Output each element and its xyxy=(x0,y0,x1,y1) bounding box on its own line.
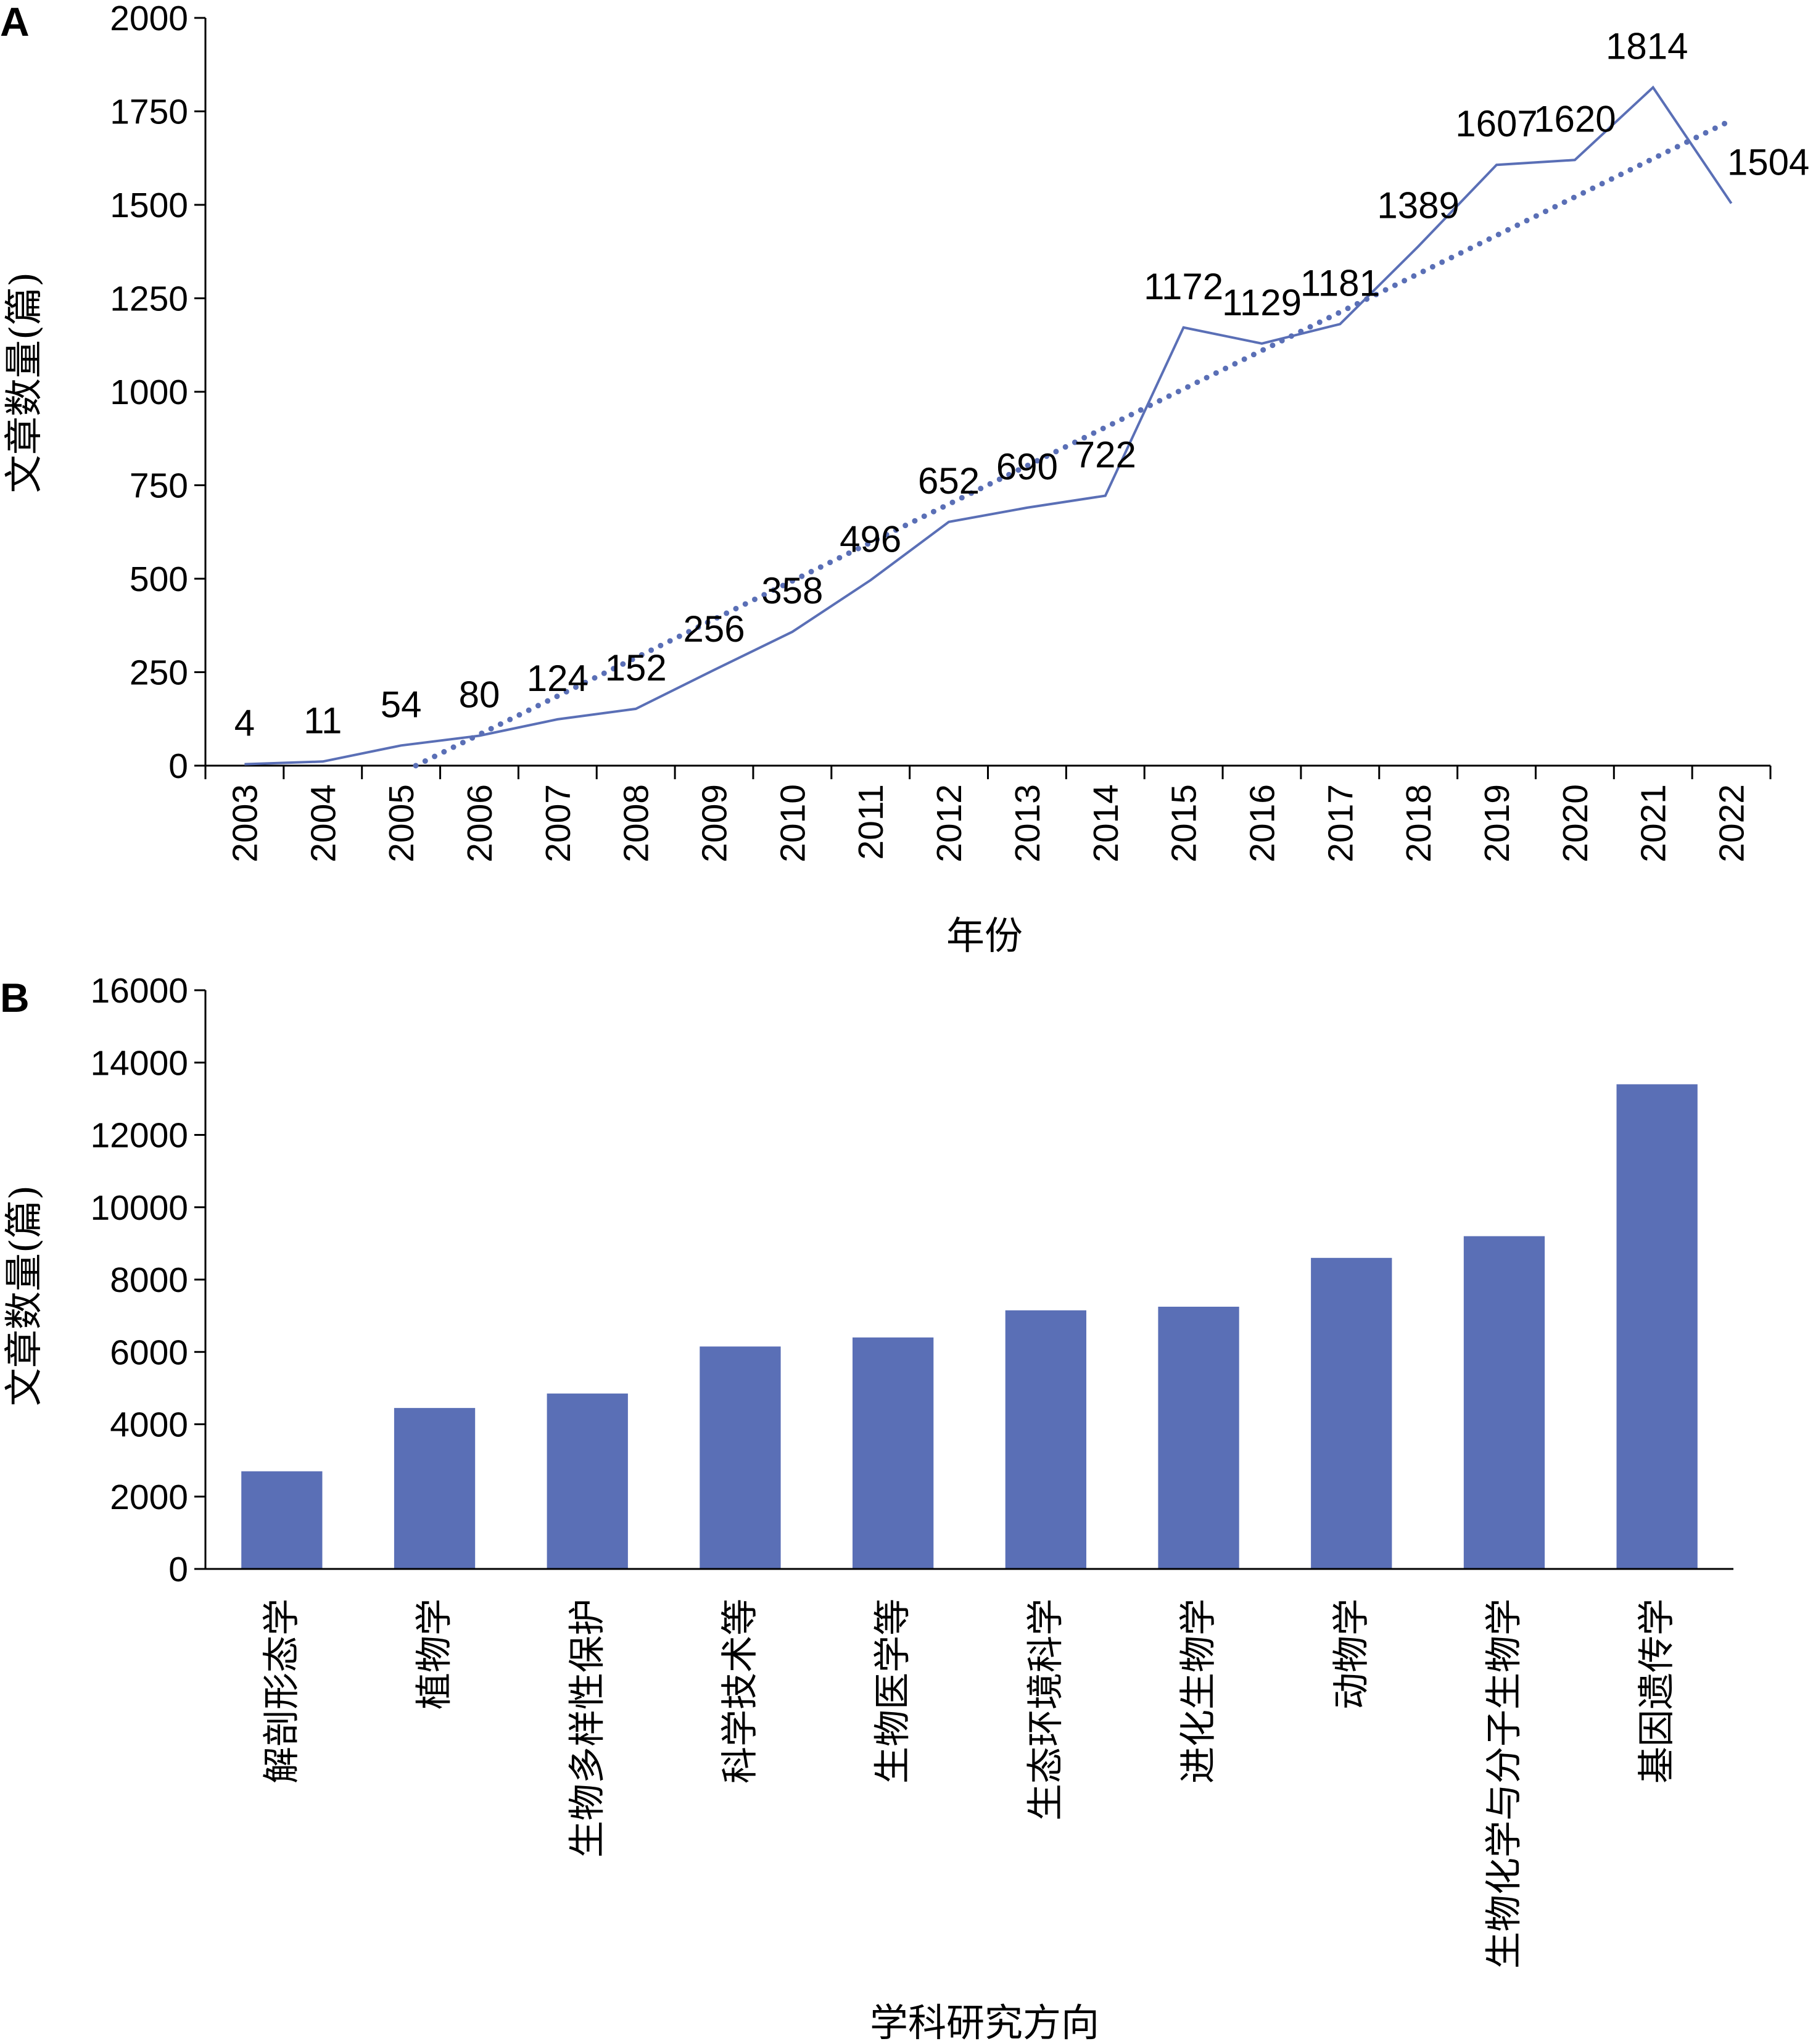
y-tick-label: 10000 xyxy=(90,1188,188,1228)
bar xyxy=(1311,1257,1392,1569)
y-tick-label: 250 xyxy=(130,653,188,693)
bars xyxy=(241,1084,1698,1569)
data-label: 80 xyxy=(459,674,500,716)
y-tick-label: 12000 xyxy=(90,1116,188,1156)
bar xyxy=(547,1393,628,1569)
data-label: 1129 xyxy=(1222,282,1302,323)
y-tick-label: 16000 xyxy=(90,971,188,1011)
bar xyxy=(853,1337,934,1569)
x-axis-title-a: 年份 xyxy=(946,913,1023,958)
category-label: 生物医学等 xyxy=(872,1599,915,1784)
trendline-path xyxy=(413,117,1735,769)
bar xyxy=(1463,1236,1545,1569)
x-tick-label: 2007 xyxy=(539,784,578,863)
bar xyxy=(394,1408,476,1569)
x-tick-label: 2008 xyxy=(617,784,656,863)
x-tick-label: 2017 xyxy=(1321,784,1360,863)
x-tick-label: 2013 xyxy=(1008,784,1047,863)
y-axis-title-a: 文章数量(篇) xyxy=(1,272,46,493)
y-tick-label: 8000 xyxy=(110,1260,188,1300)
x-tick-label: 2005 xyxy=(382,784,421,863)
y-tick-label: 14000 xyxy=(90,1043,188,1083)
category-label: 动物学 xyxy=(1330,1599,1373,1710)
bar xyxy=(1616,1084,1698,1569)
data-label: 1172 xyxy=(1144,266,1223,307)
series-line xyxy=(244,85,1733,766)
data-label: 4 xyxy=(234,703,255,744)
x-tick-label: 2016 xyxy=(1242,784,1282,863)
x-tick-label: 2004 xyxy=(304,784,343,863)
y-tick-label: 1500 xyxy=(110,186,188,225)
category-label: 进化生物学 xyxy=(1177,1599,1220,1784)
data-label: 124 xyxy=(527,658,589,699)
data-label: 1814 xyxy=(1606,26,1688,67)
x-tick-label: 2021 xyxy=(1634,784,1674,863)
x-tick-label: 2022 xyxy=(1712,784,1752,863)
category-label: 解剖形态学 xyxy=(260,1599,304,1784)
data-label: 256 xyxy=(683,608,745,650)
data-label: 1504 xyxy=(1727,142,1809,183)
y-tick-label: 2000 xyxy=(110,1478,188,1517)
x-axis-ticks-a: 2003 2004 2005 2006 2007 2008 2009 2010 2011 2012… xyxy=(204,766,1772,863)
y-tick-label: 0 xyxy=(168,747,188,786)
series-path xyxy=(244,85,1733,766)
x-tick-label: 2003 xyxy=(225,784,265,863)
data-label: 11 xyxy=(304,700,342,741)
data-label: 1607 xyxy=(1455,103,1537,144)
x-axis-title-b: 学科研究方向 xyxy=(870,2000,1099,2044)
panel-label-b: B xyxy=(0,975,30,1020)
x-tick-label: 2018 xyxy=(1399,784,1439,863)
y-tick-label: 2000 xyxy=(110,0,188,38)
data-label: 152 xyxy=(605,647,667,689)
y-tick-label: 750 xyxy=(130,466,188,506)
x-tick-label: 2009 xyxy=(695,784,735,863)
y-tick-label: 1000 xyxy=(110,373,188,412)
chart-b: B 0200040006000800010000120001400016000 … xyxy=(0,971,1733,2044)
bar xyxy=(700,1346,781,1569)
y-tick-label: 1250 xyxy=(110,279,188,319)
bar xyxy=(1158,1306,1239,1569)
y-axis-ticks-b: 0 2000 4000 6000 8000 10000 12000 14000 16000 xyxy=(90,971,205,1589)
data-label: 1620 xyxy=(1534,98,1616,139)
x-tick-label: 2006 xyxy=(460,784,500,863)
y-tick-label: 6000 xyxy=(110,1333,188,1372)
x-tick-label: 2012 xyxy=(930,784,969,863)
category-label: 生物化学与分子生物学 xyxy=(1482,1599,1526,1969)
data-label: 690 xyxy=(996,446,1058,487)
y-axis-title-b: 文章数量(篇) xyxy=(1,1185,46,1406)
bar xyxy=(241,1471,323,1569)
x-tick-label: 2019 xyxy=(1477,784,1517,863)
data-label: 54 xyxy=(381,684,422,725)
x-tick-label: 2015 xyxy=(1165,784,1204,863)
data-label: 1389 xyxy=(1377,184,1459,226)
category-label: 生物多样性保护 xyxy=(566,1599,609,1858)
y-axis-ticks-a: 0 250 500 750 1000 1250 1500 1750 2000 xyxy=(110,0,205,786)
y-tick-label: 1750 xyxy=(110,93,188,132)
bar xyxy=(1005,1310,1086,1569)
y-tick-label: 500 xyxy=(130,560,188,599)
x-tick-label: 2014 xyxy=(1086,784,1126,863)
y-tick-label: 0 xyxy=(168,1550,188,1589)
category-label: 植物学 xyxy=(413,1599,456,1710)
x-axis-categories-b: 解剖形态学 植物学 生物多样性保护 科学技术等 生物医学等 生态环境科学 进化生物学 动物学 生… xyxy=(260,1599,1679,1969)
category-label: 科学技术等 xyxy=(719,1599,762,1784)
x-tick-label: 2010 xyxy=(773,784,812,863)
x-tick-label: 2020 xyxy=(1556,784,1595,863)
data-label: 496 xyxy=(840,518,901,560)
y-tick-label: 4000 xyxy=(110,1405,188,1445)
data-label: 1181 xyxy=(1300,262,1380,304)
data-label: 722 xyxy=(1075,434,1136,475)
x-tick-label: 2011 xyxy=(851,784,891,860)
panel-label-a: A xyxy=(0,0,30,44)
category-label: 生态环境科学 xyxy=(1024,1599,1067,1821)
category-label: 基因遗传学 xyxy=(1635,1599,1679,1784)
data-label: 652 xyxy=(918,460,980,502)
trendline xyxy=(413,117,1735,769)
data-label: 358 xyxy=(761,570,823,611)
